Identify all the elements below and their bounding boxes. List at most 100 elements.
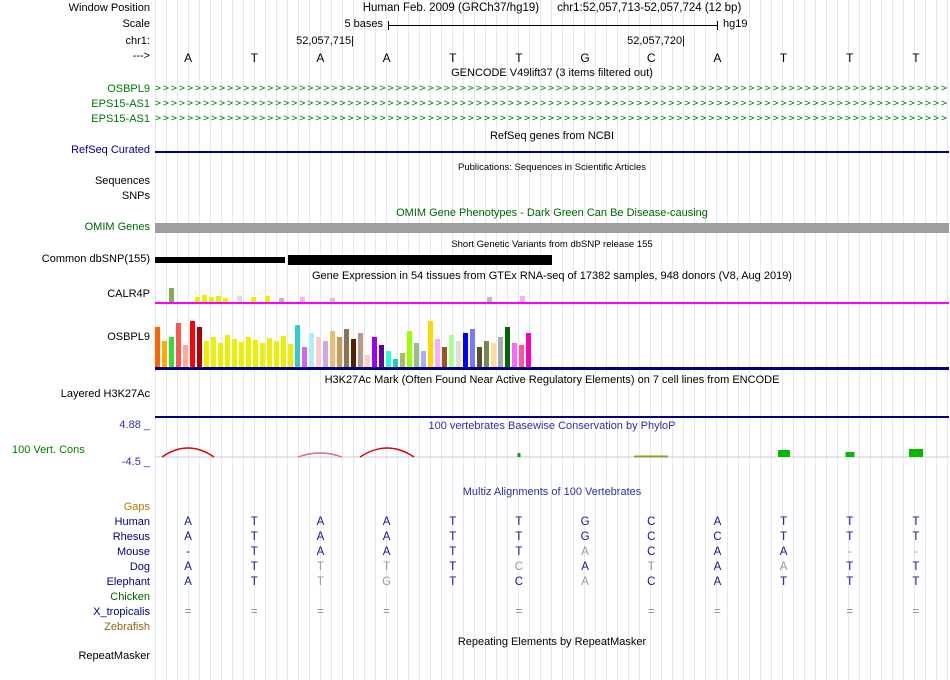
- gtex-tissue-bar[interactable]: [491, 343, 496, 367]
- gtex-tissue-bar[interactable]: [253, 340, 258, 367]
- gtex-tissue-bar[interactable]: [484, 341, 489, 367]
- gtex-tissue-bar[interactable]: [190, 321, 195, 367]
- gtex-tissue-bar[interactable]: [505, 327, 510, 367]
- gtex-tissue-bar[interactable]: [498, 337, 503, 367]
- species-label[interactable]: Zebrafish: [104, 621, 150, 633]
- species-label[interactable]: Mouse: [116, 546, 150, 558]
- dbsnp-track[interactable]: [155, 253, 949, 266]
- gencode-header: GENCODE V49lift37 (3 items filtered out): [451, 67, 653, 79]
- scale-value: 5 bases: [344, 18, 383, 30]
- gtex-tissue-bar[interactable]: [512, 343, 517, 367]
- refseq-curated-line[interactable]: [155, 151, 949, 153]
- multiz-header: Multiz Alignments of 100 Vertebrates: [462, 486, 642, 498]
- gtex-tissue-bar[interactable]: [211, 337, 216, 367]
- h3k27ac-header: H3K27Ac Mark (Often Found Near Active Re…: [324, 374, 780, 386]
- track-label-common-dbsnp[interactable]: Common dbSNP(155): [41, 253, 150, 265]
- omim-header: OMIM Gene Phenotypes - Dark Green Can Be…: [396, 207, 708, 219]
- gene-label[interactable]: OSBPL9: [107, 83, 150, 95]
- gtex-tissue-bar[interactable]: [197, 327, 202, 367]
- species-label[interactable]: Human: [114, 516, 150, 528]
- track-label-omim-genes[interactable]: OMIM Genes: [84, 221, 150, 233]
- gtex-tissue-bar: [223, 298, 228, 302]
- gtex-tissue-bar[interactable]: [274, 341, 279, 367]
- gtex-tissue-bar[interactable]: [470, 329, 475, 367]
- gtex-tissue-bar[interactable]: [477, 347, 482, 367]
- gtex-tissue-bar[interactable]: [344, 329, 349, 367]
- alignment-base: T: [780, 516, 788, 528]
- gtex-tissue-bar[interactable]: [372, 337, 377, 367]
- gtex-tissue-bar[interactable]: [351, 339, 356, 367]
- gtex-tissue-bar[interactable]: [218, 343, 223, 367]
- gtex-tissue-bar[interactable]: [358, 333, 363, 367]
- gene-label[interactable]: EPS15-AS1: [91, 98, 150, 110]
- species-label[interactable]: Rhesus: [112, 531, 150, 543]
- gtex-tissue-bar[interactable]: [526, 333, 531, 367]
- base-letter: A: [382, 51, 391, 65]
- gtex-tissue-bar[interactable]: [246, 337, 251, 367]
- track-label-layered-h3k27ac[interactable]: Layered H3K27Ac: [60, 388, 150, 400]
- gtex-tissue-bar[interactable]: [316, 337, 321, 367]
- gtex-tissue-bar[interactable]: [323, 341, 328, 367]
- alignment-base: T: [250, 561, 258, 573]
- h3k27ac-line[interactable]: [155, 416, 949, 418]
- gtex-tissue-bar[interactable]: [463, 333, 468, 367]
- transcript-arrow-line[interactable]: >>>>>>>>>>>>>>>>>>>>>>>>>>>>>>>>>>>>>>>>…: [155, 98, 949, 109]
- gtex-tissue-bar[interactable]: [407, 331, 412, 367]
- gtex-tissue-bar[interactable]: [379, 345, 384, 367]
- track-label-osbpl9-gtex[interactable]: OSBPL9: [107, 331, 150, 343]
- transcript-arrow-line[interactable]: >>>>>>>>>>>>>>>>>>>>>>>>>>>>>>>>>>>>>>>>…: [155, 83, 949, 94]
- gtex-tissue-bar[interactable]: [330, 331, 335, 367]
- track-label-refseq-curated[interactable]: RefSeq Curated: [71, 144, 150, 156]
- gtex-tissue-bar[interactable]: [435, 339, 440, 367]
- gtex-tissue-bar[interactable]: [281, 336, 286, 367]
- species-label[interactable]: Chicken: [110, 591, 150, 603]
- track-label-sequences[interactable]: Sequences: [94, 175, 150, 187]
- gtex-tissue-bar[interactable]: [365, 355, 370, 367]
- gtex-tissue-bar[interactable]: [449, 335, 454, 367]
- species-label[interactable]: Elephant: [106, 576, 150, 588]
- transcript-arrow-line[interactable]: >>>>>>>>>>>>>>>>>>>>>>>>>>>>>>>>>>>>>>>>…: [155, 113, 949, 124]
- gtex-tissue-bar[interactable]: [519, 345, 524, 367]
- gtex-tissue-bar[interactable]: [155, 327, 160, 367]
- gtex-tissue-bar[interactable]: [428, 321, 433, 367]
- track-label-snps[interactable]: SNPs: [121, 190, 150, 202]
- omim-genes-bar[interactable]: [155, 223, 949, 233]
- gtex-tissue-bar[interactable]: [337, 337, 342, 367]
- dbsnp-variant-bar[interactable]: [288, 255, 552, 265]
- gtex-tissue-bar[interactable]: [288, 344, 293, 367]
- calr4p-track[interactable]: [155, 286, 949, 302]
- phylop-header: 100 vertebrates Basewise Conservation by…: [428, 420, 676, 432]
- dbsnp-variant-bar[interactable]: [155, 257, 285, 263]
- gtex-tissue-bar[interactable]: [260, 343, 265, 367]
- conservation-plot[interactable]: [155, 436, 949, 470]
- gtex-tissue-bar[interactable]: [162, 341, 167, 367]
- gtex-tissue-bar[interactable]: [302, 347, 307, 367]
- gtex-tissue-bar[interactable]: [421, 351, 426, 367]
- gtex-tissue-bar[interactable]: [400, 353, 405, 367]
- gtex-tissue-bar[interactable]: [309, 333, 314, 367]
- multiz-row: Gaps: [0, 500, 950, 514]
- gtex-tissue-bar[interactable]: [176, 323, 181, 367]
- gene-label[interactable]: EPS15-AS1: [91, 113, 150, 125]
- gtex-tissue-bar[interactable]: [169, 337, 174, 367]
- species-label[interactable]: X_tropicalis: [93, 606, 150, 618]
- species-label[interactable]: Gaps: [123, 501, 150, 513]
- gtex-tissue-bar[interactable]: [239, 342, 244, 367]
- gtex-tissue-bar[interactable]: [267, 338, 272, 367]
- gtex-tissue-bar[interactable]: [232, 339, 237, 367]
- gtex-tissue-bar[interactable]: [204, 341, 209, 367]
- track-label-100-vert-cons[interactable]: 100 Vert. Cons: [12, 444, 85, 456]
- species-label[interactable]: Dog: [129, 561, 150, 573]
- track-label-calr4p[interactable]: CALR4P: [107, 288, 150, 300]
- gtex-tissue-bar[interactable]: [414, 343, 419, 367]
- publications-header: Publications: Sequences in Scientific Ar…: [458, 162, 646, 173]
- gtex-osbpl9-track[interactable]: [155, 309, 949, 367]
- gtex-tissue-bar[interactable]: [456, 341, 461, 367]
- gtex-tissue-bar[interactable]: [393, 359, 398, 367]
- gtex-tissue-bar[interactable]: [183, 345, 188, 367]
- gtex-tissue-bar[interactable]: [442, 347, 447, 367]
- gtex-tissue-bar[interactable]: [295, 325, 300, 367]
- gtex-tissue-bar[interactable]: [386, 351, 391, 367]
- track-label-repeatmasker[interactable]: RepeatMasker: [78, 650, 150, 662]
- gtex-tissue-bar[interactable]: [225, 335, 230, 367]
